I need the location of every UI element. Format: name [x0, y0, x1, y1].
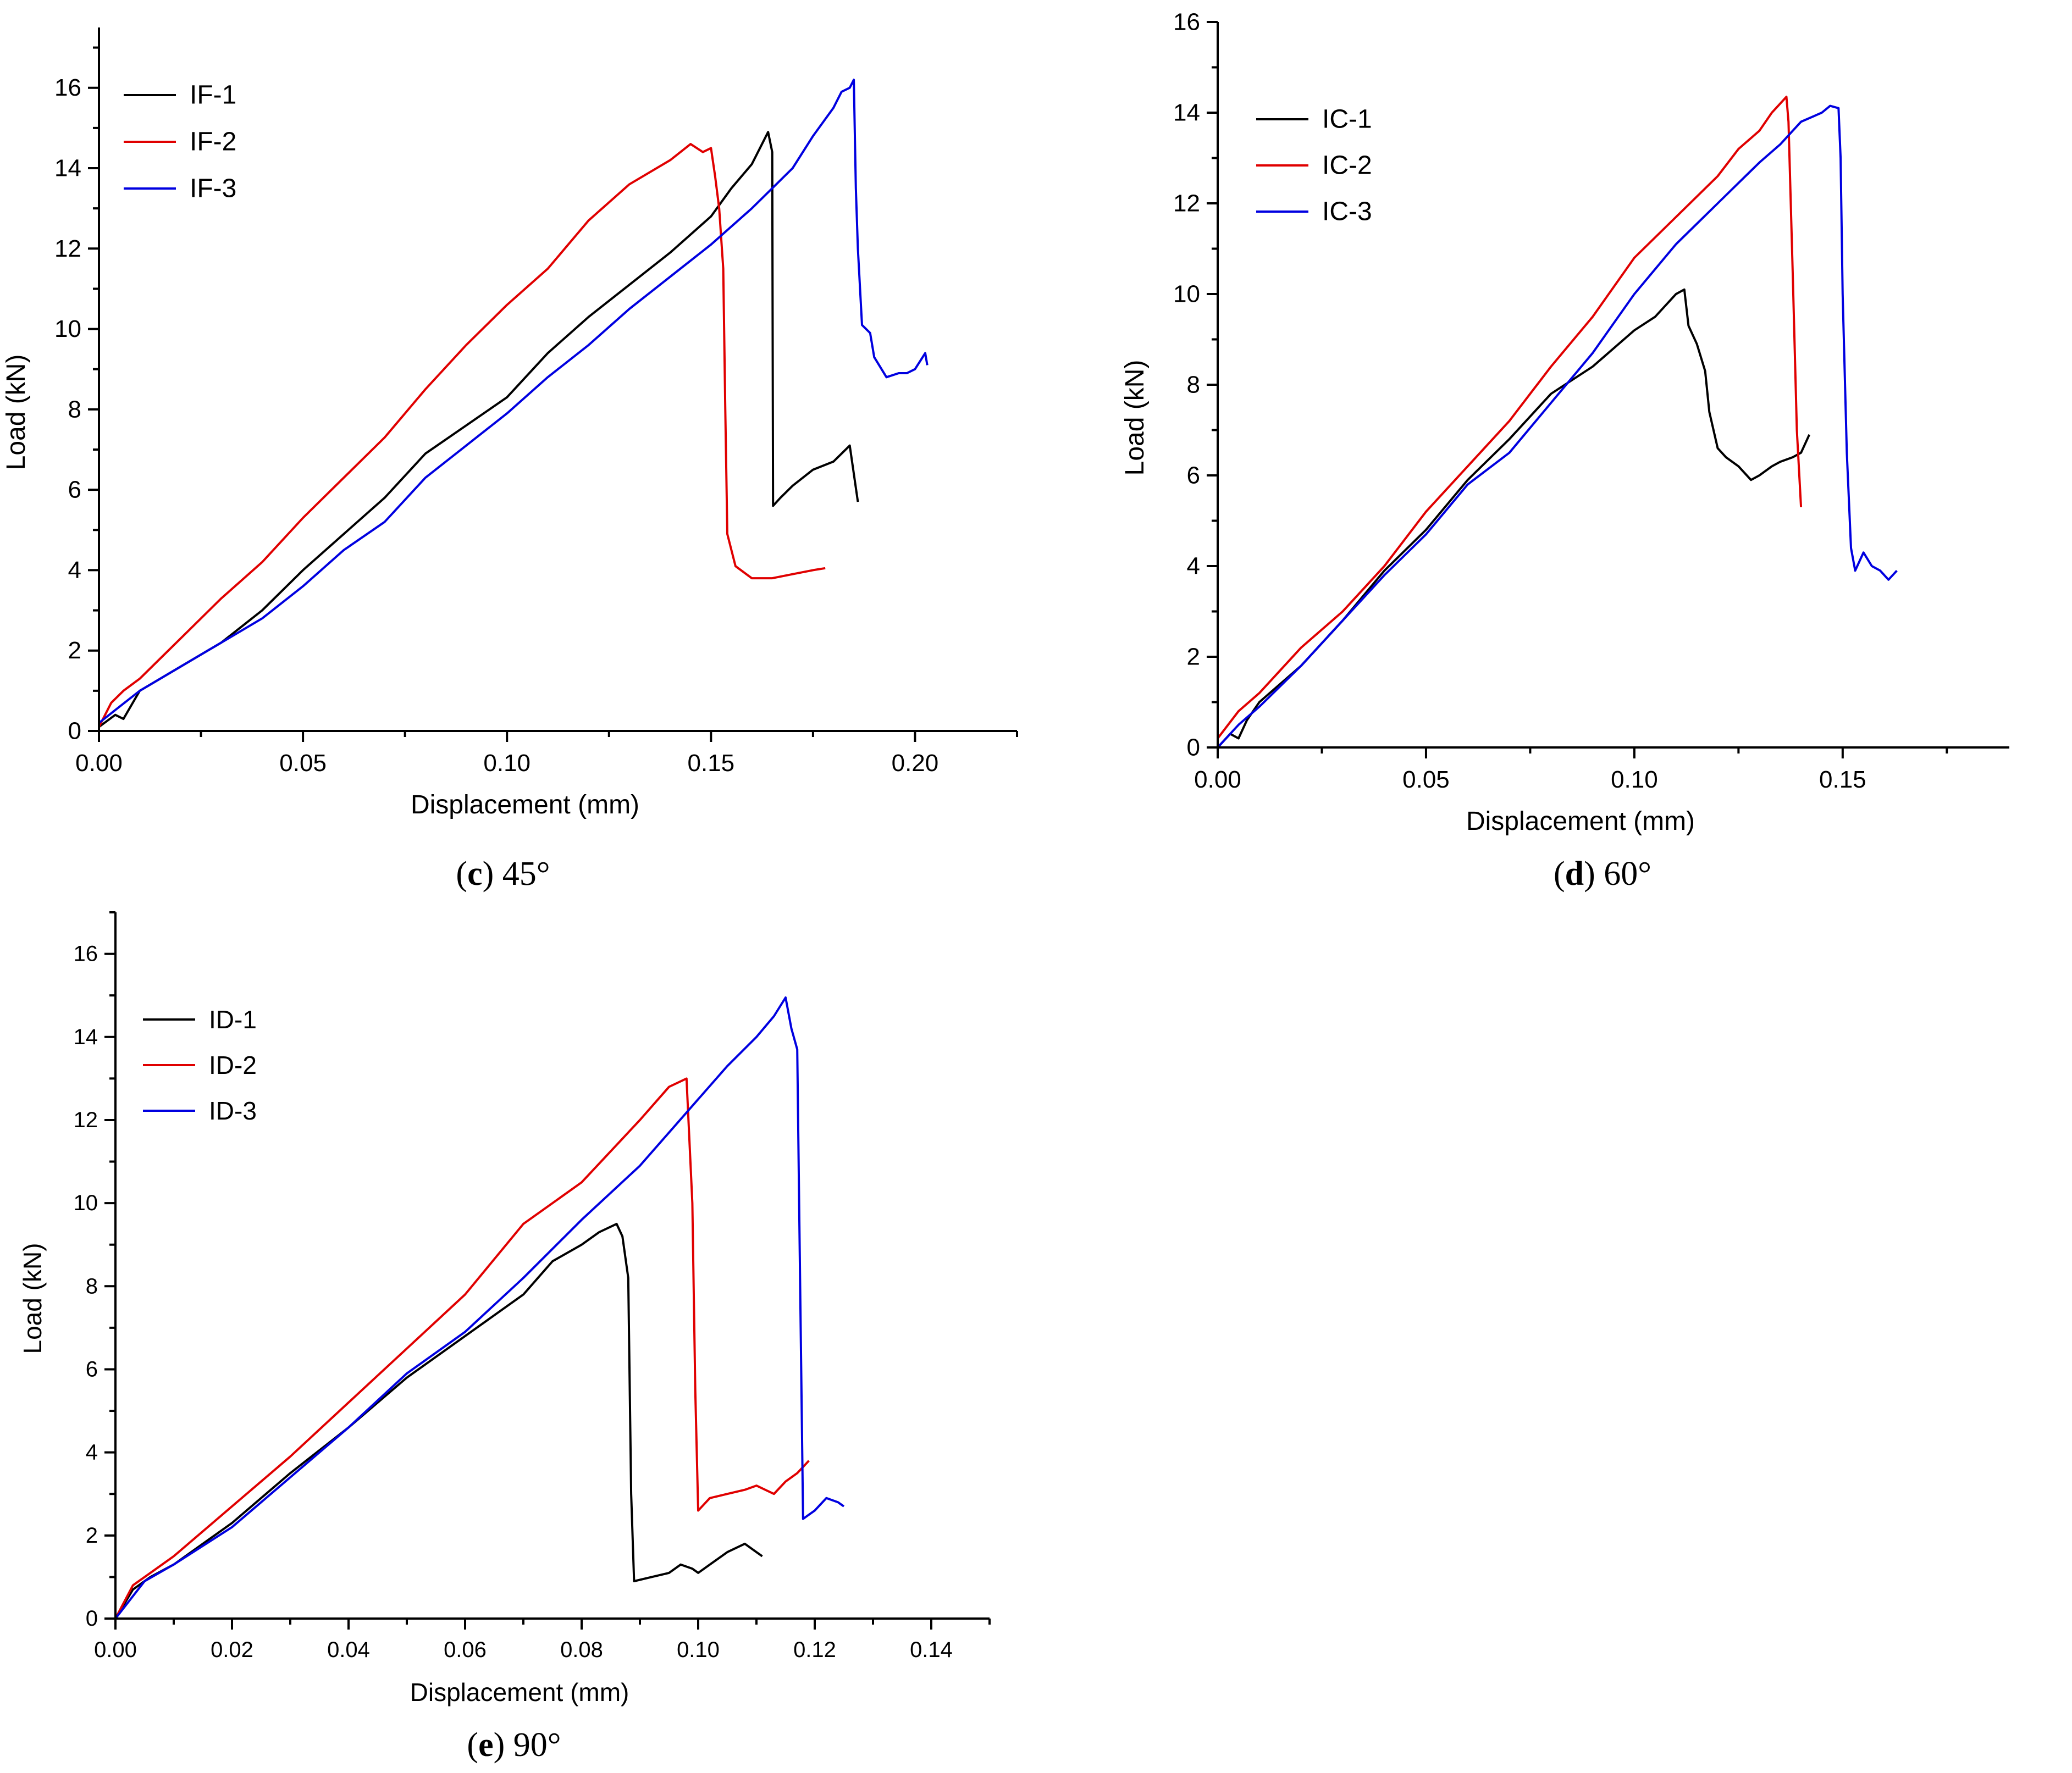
chart-panel-e: 0 2 4 6 8 10 12 14 16 0.00 0.02 0.04 0.0… [18, 911, 991, 1764]
y-tick-label: 8 [86, 1274, 98, 1298]
series-line-if-2 [98, 143, 826, 728]
x-tick-label: 0.10 [677, 1638, 720, 1662]
y-tick-label: 0 [1187, 734, 1200, 761]
y-tick-label: 16 [74, 942, 98, 966]
x-tick-label: 0.04 [327, 1638, 370, 1662]
x-tick-label: 0.14 [910, 1638, 953, 1662]
x-tick-label: 0.10 [1611, 766, 1658, 793]
x-tick-label: 0.06 [444, 1638, 487, 1662]
panel-label: e [478, 1726, 494, 1764]
y-axis-label: Load (kN) [1120, 360, 1150, 476]
y-tick-label: 8 [1187, 372, 1200, 398]
y-tick-label: 10 [74, 1191, 98, 1215]
panel-caption: (c) 45° [456, 855, 550, 893]
series-line-id-3 [114, 996, 845, 1620]
legend-label-if-1: IF-1 [190, 81, 236, 110]
legend-label-ic-1: IC-1 [1322, 105, 1372, 134]
legend-label-id-3: ID-3 [209, 1096, 257, 1125]
axis-ticks [104, 911, 991, 1630]
legend: IC-1 IC-2 IC-3 [1256, 105, 1372, 226]
y-tick-label: 2 [1187, 644, 1200, 671]
chart-panel-c: 0 2 4 6 8 10 12 14 16 0.00 0.05 0.10 0.1… [2, 27, 1018, 893]
y-tick-label: 10 [54, 315, 81, 342]
y-tick-label: 16 [54, 74, 81, 101]
series-lines [114, 996, 845, 1620]
series-lines [1217, 96, 1898, 749]
x-tick-label: 0.15 [688, 750, 735, 777]
panel-caption: (e) 90° [467, 1726, 561, 1764]
x-tick-label: 0.05 [279, 750, 327, 777]
panel-caption-angle: 60° [1604, 855, 1651, 893]
x-axis-label: Displacement (mm) [411, 790, 639, 819]
legend-label-if-2: IF-2 [190, 128, 236, 157]
legend: ID-1 ID-2 ID-3 [143, 1005, 257, 1125]
x-tick-label: 0.02 [211, 1638, 253, 1662]
y-tick-label: 12 [1173, 190, 1200, 217]
legend-label-id-2: ID-2 [209, 1051, 257, 1079]
y-tick-label: 0 [86, 1606, 98, 1631]
y-tick-label: 4 [68, 557, 81, 584]
x-axis-label: Displacement (mm) [1466, 807, 1695, 836]
y-tick-label: 14 [54, 155, 81, 182]
legend-label-ic-2: IC-2 [1322, 151, 1372, 180]
panel-caption: (d) 60° [1554, 855, 1651, 893]
x-tick-label: 0.08 [560, 1638, 603, 1662]
legend-label-ic-3: IC-3 [1322, 197, 1372, 226]
y-tick-label: 16 [1173, 9, 1200, 36]
x-axis-label: Displacement (mm) [410, 1678, 629, 1706]
y-tick-label: 4 [86, 1440, 98, 1465]
series-line-id-1 [114, 1222, 763, 1620]
chart-panel-d: 0 2 4 6 8 10 12 14 16 0.00 0.05 0.10 0.1… [1120, 9, 2009, 893]
x-tick-labels: 0.00 0.05 0.10 0.15 0.20 [75, 750, 938, 777]
y-tick-label: 10 [1173, 281, 1200, 308]
x-tick-label: 0.12 [793, 1638, 836, 1662]
y-tick-label: 2 [86, 1523, 98, 1548]
y-tick-label: 12 [74, 1108, 98, 1132]
y-axis-label: Load (kN) [18, 1243, 47, 1354]
y-tick-label: 14 [74, 1025, 98, 1049]
series-lines [98, 79, 929, 728]
y-tick-label: 0 [68, 718, 81, 745]
legend: IF-1 IF-2 IF-3 [124, 81, 236, 203]
y-tick-label: 6 [68, 477, 81, 503]
panel-caption-angle: 90° [513, 1726, 561, 1764]
x-tick-label: 0.20 [892, 750, 939, 777]
y-tick-labels: 0 2 4 6 8 10 12 14 16 [1173, 9, 1200, 761]
x-tick-label: 0.00 [75, 750, 123, 777]
y-tick-label: 6 [1187, 462, 1200, 489]
y-axis-label: Load (kN) [2, 354, 31, 470]
x-tick-label: 0.00 [1194, 766, 1241, 793]
x-tick-label: 0.10 [483, 750, 531, 777]
y-tick-label: 12 [54, 235, 81, 262]
y-tick-label: 4 [1187, 553, 1200, 580]
legend-label-id-1: ID-1 [209, 1005, 257, 1034]
x-tick-label: 0.00 [94, 1638, 137, 1662]
x-tick-labels: 0.00 0.02 0.04 0.06 0.08 0.10 0.12 0.14 [94, 1638, 953, 1662]
x-tick-label: 0.05 [1402, 766, 1450, 793]
series-line-ic-1 [1217, 288, 1811, 749]
series-line-if-3 [98, 79, 929, 724]
y-tick-label: 2 [68, 637, 81, 664]
panel-caption-angle: 45° [502, 855, 550, 893]
y-tick-label: 8 [68, 396, 81, 423]
y-tick-label: 6 [86, 1357, 98, 1381]
x-tick-label: 0.15 [1819, 766, 1866, 793]
x-tick-labels: 0.00 0.05 0.10 0.15 [1194, 766, 1866, 793]
y-tick-labels: 0 2 4 6 8 10 12 14 16 [74, 942, 98, 1631]
y-tick-labels: 0 2 4 6 8 10 12 14 16 [54, 74, 81, 744]
series-line-ic-2 [1217, 96, 1803, 739]
series-line-id-2 [114, 1077, 810, 1619]
y-tick-label: 14 [1173, 99, 1200, 126]
panel-label: d [1565, 855, 1584, 893]
legend-label-if-3: IF-3 [190, 174, 236, 203]
series-line-ic-3 [1217, 104, 1898, 749]
series-line-if-1 [98, 131, 859, 728]
panel-label: c [467, 855, 483, 893]
